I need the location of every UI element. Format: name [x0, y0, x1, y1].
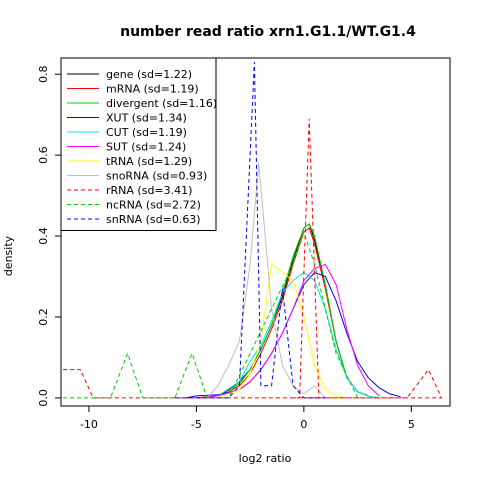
legend-entry-label: snoRNA (sd=0.93): [106, 170, 207, 183]
y-axis-label: density: [2, 235, 15, 276]
y-tick-label: 0.8: [37, 65, 50, 83]
y-axis: 0.0 0.2 0.4 0.6 0.8: [37, 65, 61, 407]
legend-entry-label: CUT (sd=1.19): [106, 126, 187, 139]
series-line-4: [185, 271, 401, 399]
x-tick-label: 5: [408, 418, 415, 431]
legend-entry-label: SUT (sd=1.24): [106, 141, 186, 154]
series-line-3: [217, 223, 369, 397]
x-tick-label: 0: [300, 418, 307, 431]
y-tick-label: 0.6: [37, 146, 50, 164]
legend-entry-label: XUT (sd=1.34): [106, 112, 187, 125]
legend-entry-label: gene (sd=1.22): [106, 68, 192, 81]
series-line-6: [196, 263, 380, 399]
legend-box: [60, 57, 217, 231]
legend-entry-label: ncRNA (sd=2.72): [106, 199, 201, 212]
series-line-8: [206, 163, 326, 399]
y-tick-label: 0.4: [37, 227, 50, 245]
legend-entry-label: mRNA (sd=1.19): [106, 83, 199, 96]
y-tick-label: 0.2: [37, 308, 50, 326]
x-axis: -10 -5 0 5: [80, 406, 415, 431]
legend-entry-label: divergent (sd=1.16): [106, 97, 217, 110]
x-tick-label: -10: [80, 418, 98, 431]
series-line-7: [217, 263, 347, 399]
y-tick-label: 0.0: [37, 389, 50, 407]
plot-box: [60, 57, 451, 407]
legend: gene (sd=1.22) mRNA (sd=1.19)divergent (s…: [60, 57, 217, 231]
series-line-9: [63, 118, 443, 399]
series-line-10: [63, 230, 359, 399]
x-axis-label: log2 ratio: [239, 452, 292, 465]
x-tick-label: -5: [191, 418, 202, 431]
chart-title: number read ratio xrn1.G1.1/WT.G1.4: [120, 24, 416, 40]
legend-entry-label: snRNA (sd=0.63): [106, 213, 201, 226]
plot-frame: [60, 57, 451, 407]
legend-entry-label: tRNA (sd=1.29): [106, 155, 192, 168]
legend-entry-label: rRNA (sd=3.41): [106, 184, 192, 197]
series-line-11: [174, 61, 326, 399]
series-layer: [63, 61, 443, 399]
